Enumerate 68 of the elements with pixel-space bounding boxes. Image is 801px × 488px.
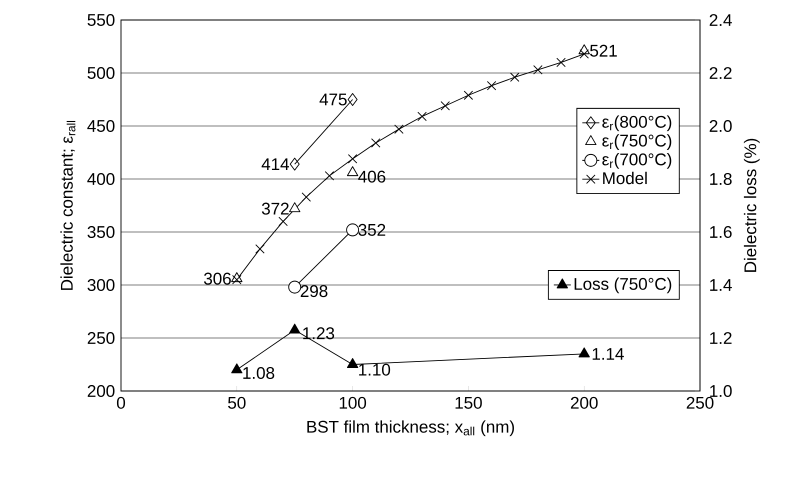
x-tick-label: 100 bbox=[340, 396, 366, 409]
data-label: 1.08 bbox=[243, 366, 274, 379]
y2-tick-label: 1.0 bbox=[710, 385, 732, 397]
y2-tick-label: 1.8 bbox=[710, 173, 732, 185]
point bbox=[290, 158, 300, 171]
y2-tick-label: 1.6 bbox=[710, 226, 732, 238]
y-tick-label: 450 bbox=[87, 120, 114, 132]
y2-tick-label: 1.2 bbox=[710, 332, 732, 344]
data-label: 406 bbox=[358, 170, 386, 183]
y-tick-label: 400 bbox=[87, 173, 114, 185]
data-label: 298 bbox=[300, 285, 328, 298]
point bbox=[289, 202, 300, 212]
x-tick-label: 150 bbox=[456, 396, 482, 409]
point bbox=[580, 49, 589, 59]
y2-tick-label: 2.0 bbox=[710, 120, 732, 132]
y-tick-label: 500 bbox=[88, 67, 114, 79]
point bbox=[288, 280, 302, 294]
y-tick-label: 350 bbox=[88, 226, 114, 238]
y-axis-title: Dielectric constant; ε$_{rall}$ bbox=[60, 120, 76, 290]
legend-label: ε$_{r}$(700°C) bbox=[602, 152, 672, 169]
point bbox=[278, 216, 288, 226]
data-label: 372 bbox=[262, 202, 289, 215]
data-label: 352 bbox=[358, 224, 386, 236]
point bbox=[394, 124, 404, 134]
point bbox=[417, 112, 427, 122]
point bbox=[302, 192, 311, 202]
point bbox=[255, 244, 265, 254]
point bbox=[289, 324, 300, 334]
point bbox=[231, 363, 242, 374]
data-label: 414 bbox=[262, 158, 289, 170]
y-tick-label: 550 bbox=[88, 14, 114, 26]
point bbox=[346, 166, 358, 176]
data-label: 475 bbox=[320, 94, 347, 106]
x-tick-label: 50 bbox=[228, 396, 246, 409]
legend-label: ε$_{r}$(800°C) bbox=[602, 115, 672, 132]
data-label: 1.14 bbox=[592, 348, 624, 360]
point bbox=[510, 72, 520, 82]
x-axis-title: BST film thickness; x$_{all}$ (nm) bbox=[307, 420, 514, 436]
x-tick-label: 250 bbox=[686, 396, 714, 409]
point bbox=[556, 58, 566, 68]
x-tick-label: 200 bbox=[570, 396, 598, 409]
legend-label: ε$_{r}$(750°C) bbox=[602, 134, 672, 150]
legend-label: Model bbox=[603, 172, 647, 184]
point bbox=[440, 101, 450, 111]
point bbox=[232, 275, 242, 284]
y2-tick-label: 2.4 bbox=[710, 14, 732, 26]
x-tick-label: 0 bbox=[116, 396, 126, 409]
legend-label: Loss (750°C) bbox=[574, 278, 672, 294]
data-label: 521 bbox=[590, 44, 617, 57]
point bbox=[486, 81, 496, 90]
point bbox=[348, 154, 358, 164]
point bbox=[533, 65, 543, 75]
y2-tick-label: 1.4 bbox=[710, 279, 732, 291]
point bbox=[348, 93, 358, 106]
data-label: 306 bbox=[204, 272, 231, 285]
point bbox=[346, 223, 360, 236]
point bbox=[464, 90, 474, 100]
y-tick-label: 200 bbox=[88, 385, 114, 397]
y2-axis-title: Dielectric loss (%) bbox=[744, 138, 760, 272]
data-label: 1.10 bbox=[359, 364, 390, 376]
y-tick-label: 300 bbox=[88, 279, 114, 291]
point bbox=[371, 138, 380, 148]
data-label: 1.23 bbox=[303, 327, 334, 340]
point bbox=[578, 347, 590, 358]
point bbox=[346, 358, 358, 368]
y2-tick-label: 2.2 bbox=[710, 67, 732, 79]
y-tick-label: 250 bbox=[88, 332, 114, 344]
point bbox=[324, 171, 334, 181]
